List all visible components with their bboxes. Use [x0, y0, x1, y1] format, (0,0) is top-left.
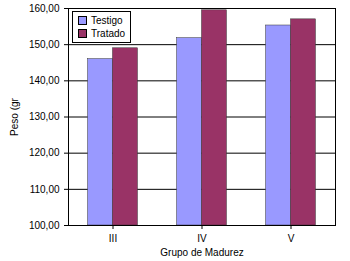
svg-text:160,00: 160,00 — [29, 3, 60, 14]
svg-text:III: III — [109, 233, 117, 244]
svg-text:100,00: 100,00 — [29, 220, 60, 231]
svg-text:120,00: 120,00 — [29, 147, 60, 158]
svg-text:IV: IV — [197, 233, 207, 244]
html-text:Tratado: Tratado — [91, 28, 126, 39]
svg-text:130,00: 130,00 — [29, 111, 60, 122]
svg-text:140,00: 140,00 — [29, 75, 60, 86]
svg-text:150,00: 150,00 — [29, 39, 60, 50]
svg-text:Peso (gr: Peso (gr — [9, 97, 20, 135]
svg-text:V: V — [288, 233, 295, 244]
svg-text:Grupo de Madurez: Grupo de Madurez — [160, 247, 243, 258]
html-text:Testigo: Testigo — [91, 15, 123, 26]
svg-text:110,00: 110,00 — [30, 184, 60, 195]
